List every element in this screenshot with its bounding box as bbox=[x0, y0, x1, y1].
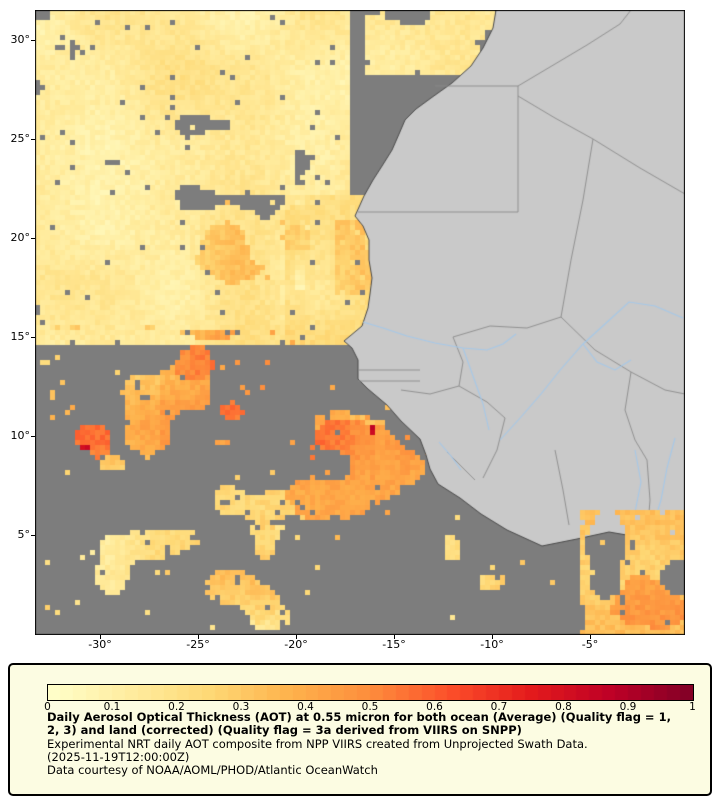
lat-tick-mark bbox=[31, 436, 35, 437]
lon-tick-mark bbox=[590, 635, 591, 639]
colorbar-tick-label: 0.1 bbox=[103, 701, 121, 713]
lon-tick-mark bbox=[296, 635, 297, 639]
legend-courtesy: Data courtesy of NOAA/AOML/PHOD/Atlantic… bbox=[47, 763, 378, 777]
lat-tick-mark bbox=[31, 139, 35, 140]
lon-tick-mark bbox=[198, 635, 199, 639]
legend-timestamp: (2025-11-19T12:00:00Z) bbox=[47, 750, 190, 764]
lon-tick-label: -20° bbox=[284, 638, 308, 651]
legend-title-line1: Daily Aerosol Optical Thickness (AOT) at… bbox=[47, 710, 671, 724]
colorbar-tick-label: 1 bbox=[689, 701, 696, 713]
lon-tick-label: -10° bbox=[480, 638, 504, 651]
colorbar-tick-label: 0.2 bbox=[168, 701, 185, 713]
legend-description: Experimental NRT daily AOT composite fro… bbox=[47, 737, 588, 751]
colorbar-tick-label: 0.5 bbox=[361, 701, 379, 713]
lat-tick-label: 5° bbox=[17, 528, 31, 541]
colorbar-tick-label: 0.9 bbox=[619, 701, 637, 713]
lon-tick-mark bbox=[100, 635, 101, 639]
lat-tick-mark bbox=[31, 535, 35, 536]
legend-title-line2: 2, 3) and land (corrected) (Quality flag… bbox=[47, 723, 522, 737]
lon-tick-mark bbox=[394, 635, 395, 639]
lat-tick-label: 20° bbox=[10, 231, 31, 244]
lat-tick-mark bbox=[31, 238, 35, 239]
colorbar-tick-label: 0 bbox=[44, 701, 51, 713]
lat-tick-label: 15° bbox=[10, 330, 31, 343]
colorbar-tick-label: 0.4 bbox=[297, 701, 314, 713]
colorbar-tick-label: 0.7 bbox=[490, 701, 508, 713]
lat-tick-label: 25° bbox=[10, 132, 31, 145]
lat-tick-label: 30° bbox=[10, 33, 31, 46]
lon-tick-label: -30° bbox=[88, 638, 112, 651]
colorbar bbox=[47, 684, 694, 701]
lat-tick-mark bbox=[31, 337, 35, 338]
colorbar-tick-label: 0.8 bbox=[555, 701, 572, 713]
lon-tick-label: -25° bbox=[186, 638, 210, 651]
legend-box: Daily Aerosol Optical Thickness (AOT) at… bbox=[8, 663, 712, 796]
lon-tick-mark bbox=[492, 635, 493, 639]
lon-tick-label: -5° bbox=[581, 638, 599, 651]
lat-tick-label: 10° bbox=[10, 429, 31, 442]
colorbar-tick-label: 0.6 bbox=[426, 701, 443, 713]
lon-tick-label: -15° bbox=[382, 638, 406, 651]
lat-tick-mark bbox=[31, 40, 35, 41]
colorbar-tick-label: 0.3 bbox=[232, 701, 250, 713]
aot-map-canvas bbox=[35, 10, 685, 635]
